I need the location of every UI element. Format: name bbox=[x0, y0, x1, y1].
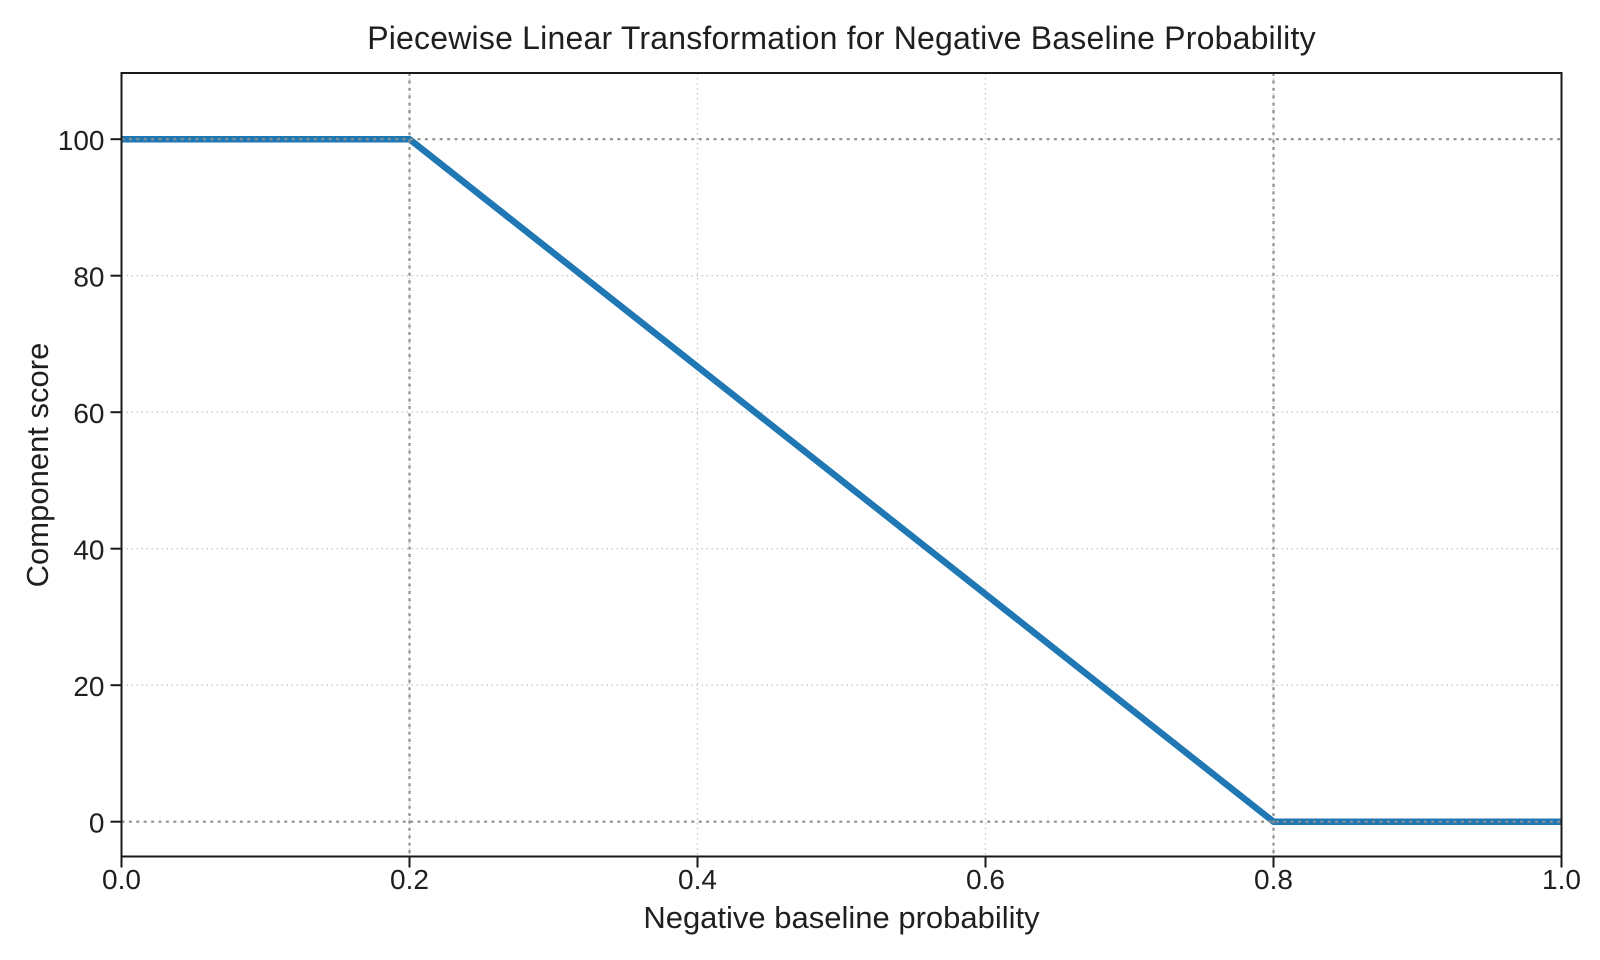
x-tick-label: 0.8 bbox=[1254, 864, 1293, 895]
x-tick-label: 0.4 bbox=[678, 864, 717, 895]
axes-frame bbox=[120, 72, 1563, 858]
y-tick-label: 20 bbox=[73, 671, 104, 702]
y-tick-label: 60 bbox=[73, 398, 104, 429]
y-tick-label: 40 bbox=[73, 535, 104, 566]
x-tick-label: 0.6 bbox=[966, 864, 1005, 895]
y-tick-label: 80 bbox=[73, 262, 104, 293]
y-tick-label: 100 bbox=[58, 125, 105, 156]
x-axis-label: Negative baseline probability bbox=[643, 900, 1040, 935]
x-tick-label: 0.0 bbox=[102, 864, 141, 895]
x-tick-label: 0.2 bbox=[390, 864, 429, 895]
chart-title: Piecewise Linear Transformation for Nega… bbox=[367, 20, 1316, 56]
series-line bbox=[121, 135, 1562, 825]
x-tick-label: 1.0 bbox=[1542, 864, 1581, 895]
y-tick-label: 0 bbox=[89, 808, 105, 839]
